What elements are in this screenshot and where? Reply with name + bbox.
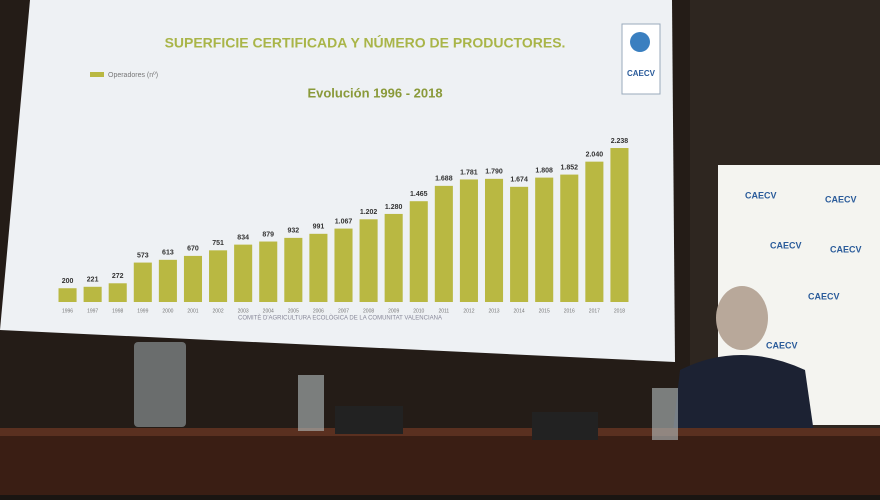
data-label: 991 (313, 224, 325, 231)
bar (234, 244, 253, 302)
speaker-body (672, 355, 815, 440)
data-label: 670 (187, 246, 199, 253)
x-tick-label: 2009 (388, 308, 399, 314)
data-label: 834 (237, 234, 249, 241)
data-label: 932 (287, 228, 299, 235)
bar (133, 262, 152, 302)
data-label: 1.202 (360, 209, 378, 216)
bar (334, 228, 353, 302)
x-tick-label: 2001 (187, 308, 198, 314)
x-tick-label: 2002 (213, 308, 224, 314)
x-tick-label: 2006 (313, 308, 324, 314)
bar (610, 148, 629, 302)
bar (560, 174, 579, 302)
bar (259, 241, 278, 302)
data-label: 573 (137, 252, 149, 259)
bar (58, 288, 77, 302)
microphone-base (532, 412, 598, 440)
banner-logo: CAECV (830, 244, 862, 254)
bar (585, 161, 604, 302)
x-tick-label: 2012 (463, 308, 474, 314)
slide-footer: COMITÈ D'AGRICULTURA ECOLÒGICA DE LA COM… (238, 315, 442, 322)
bar (309, 233, 328, 302)
data-label: 221 (87, 277, 99, 284)
data-label: 2.040 (586, 151, 604, 158)
data-label: 1.790 (485, 169, 503, 176)
banner-logo: CAECV (745, 190, 777, 200)
logo-text: CAECV (627, 69, 656, 78)
data-label: 613 (162, 250, 174, 257)
x-tick-label: 1999 (137, 308, 148, 314)
data-label: 1.280 (385, 204, 403, 211)
data-label: 1.067 (335, 218, 353, 225)
x-tick-label: 2010 (413, 308, 424, 314)
data-label: 1.674 (510, 177, 528, 184)
data-label: 1.808 (535, 167, 553, 174)
bar (484, 178, 504, 302)
data-label: 1.852 (561, 164, 579, 171)
bar (209, 250, 228, 302)
glass (298, 375, 324, 431)
x-tick-label: 1997 (87, 308, 98, 314)
bar (535, 177, 554, 302)
data-label: 1.688 (435, 176, 453, 183)
bar (83, 286, 102, 302)
data-label: 751 (212, 240, 224, 247)
plot: 200 221 272 573 613 670 751 834 879 932 991 1.067 1.… (58, 138, 629, 314)
data-label: 1.465 (410, 191, 428, 198)
legend-label: Operadores (nº) (108, 72, 158, 79)
x-tick-label: 2014 (514, 308, 525, 314)
glass (652, 388, 678, 440)
banner-logo: CAECV (770, 240, 802, 250)
x-tick-label: 2011 (438, 308, 449, 314)
x-tick-label: 2008 (363, 308, 374, 314)
x-tick-label: 2015 (539, 308, 550, 314)
table (0, 428, 880, 495)
x-tick-label: 2007 (338, 308, 349, 314)
data-label: 272 (112, 273, 124, 280)
bar (183, 255, 203, 302)
bar (284, 237, 303, 302)
x-tick-label: 2000 (162, 308, 173, 314)
microphone-base (335, 406, 403, 434)
bar (510, 186, 529, 302)
banner-logo: CAECV (766, 340, 798, 350)
chart-subtitle: Evolución 1996 - 2018 (307, 85, 442, 100)
bar (409, 201, 428, 302)
x-tick-label: 2017 (589, 308, 600, 314)
chart-title: SUPERFICIE CERTIFICADA Y NÚMERO DE PRODU… (165, 34, 566, 51)
x-tick-label: 1996 (62, 308, 73, 314)
data-label: 2.238 (611, 138, 629, 145)
x-tick-label: 1998 (112, 308, 123, 314)
x-tick-label: 2003 (238, 308, 249, 314)
x-tick-label: 2013 (488, 308, 499, 314)
table-edge (0, 428, 880, 436)
x-tick-label: 2016 (564, 308, 575, 314)
x-tick-label: 2005 (288, 308, 299, 314)
speaker-head (716, 286, 768, 350)
bar (158, 259, 177, 302)
data-label: 1.781 (460, 169, 478, 176)
banner-logo: CAECV (808, 291, 840, 301)
data-label: 200 (62, 278, 74, 285)
x-tick-label: 2004 (263, 308, 274, 314)
x-tick-label: 2018 (614, 308, 625, 314)
bar (384, 213, 403, 302)
bar (108, 283, 127, 302)
bar (359, 219, 378, 302)
bar (459, 179, 478, 302)
water-jug (134, 342, 186, 427)
bar (434, 185, 453, 302)
banner-logo: CAECV (825, 194, 857, 204)
logo-icon (630, 32, 650, 52)
data-label: 879 (262, 231, 274, 238)
legend-swatch (90, 72, 104, 77)
